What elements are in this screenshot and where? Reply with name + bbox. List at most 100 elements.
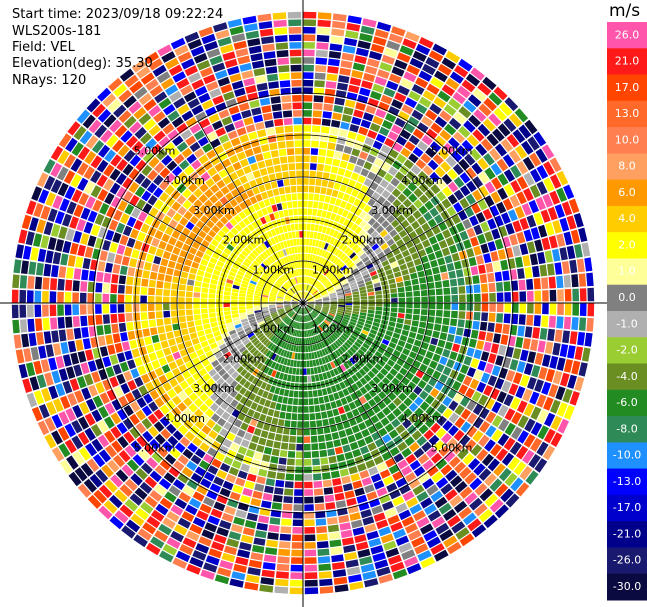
velocity-gate <box>134 186 146 198</box>
velocity-gate <box>77 146 90 161</box>
velocity-gate <box>181 147 193 159</box>
velocity-gate <box>140 462 153 475</box>
velocity-gate <box>358 126 369 136</box>
velocity-gate <box>421 115 433 127</box>
velocity-gate <box>154 162 165 174</box>
colorbar-tick-label: 26.0 <box>615 28 640 41</box>
velocity-gate <box>91 438 104 452</box>
velocity-gate <box>307 304 314 308</box>
velocity-gate <box>229 329 237 336</box>
velocity-gate <box>182 448 194 460</box>
velocity-gate <box>354 182 363 191</box>
velocity-gate <box>186 153 197 164</box>
velocity-gate <box>314 295 321 299</box>
velocity-gate <box>258 354 265 362</box>
velocity-gate <box>357 279 365 285</box>
velocity-gate <box>291 193 297 201</box>
velocity-gate <box>394 171 405 181</box>
velocity-gate <box>384 507 397 518</box>
velocity-gate <box>339 346 347 353</box>
velocity-gate <box>292 304 299 308</box>
velocity-gate <box>314 496 324 504</box>
azimuth-spoke <box>197 120 304 304</box>
velocity-gate <box>277 251 283 259</box>
velocity-gate <box>296 293 301 299</box>
velocity-gate <box>374 234 382 243</box>
velocity-gate <box>395 322 403 329</box>
velocity-gate <box>313 351 318 359</box>
velocity-gate <box>240 336 249 343</box>
velocity-gate <box>99 484 113 499</box>
velocity-gate <box>291 300 299 303</box>
velocity-gate <box>63 170 76 184</box>
velocity-gate <box>368 217 376 226</box>
velocity-gate <box>266 280 274 286</box>
velocity-gate <box>511 291 519 302</box>
velocity-gate <box>420 556 436 569</box>
velocity-gate <box>422 262 431 270</box>
velocity-gate <box>279 156 288 164</box>
velocity-gate <box>96 174 108 188</box>
velocity-gate <box>239 387 247 395</box>
velocity-gate <box>172 71 186 83</box>
velocity-gate <box>311 278 315 285</box>
velocity-gate <box>252 146 262 155</box>
velocity-gate <box>301 308 303 315</box>
velocity-gate <box>334 492 345 501</box>
velocity-gate <box>345 300 353 303</box>
velocity-gate <box>263 338 270 346</box>
colorbar-tick-label: -4.0 <box>616 370 637 383</box>
velocity-gate <box>401 269 409 276</box>
velocity-gate <box>117 408 128 421</box>
velocity-gate <box>491 365 501 377</box>
velocity-gate <box>105 366 115 378</box>
velocity-gate <box>306 284 309 291</box>
velocity-gate <box>313 488 324 496</box>
velocity-gate <box>323 234 329 242</box>
velocity-gate <box>355 351 363 359</box>
velocity-gate <box>259 234 267 242</box>
velocity-gate <box>214 69 228 80</box>
velocity-gate <box>391 124 403 135</box>
velocity-gate <box>121 256 130 266</box>
velocity-gate <box>395 424 406 434</box>
velocity-gate <box>93 489 107 504</box>
velocity-gate <box>317 326 322 333</box>
velocity-gate <box>535 148 548 163</box>
velocity-gate <box>293 360 297 367</box>
velocity-gate <box>362 232 370 241</box>
velocity-gate <box>251 337 258 344</box>
velocity-gate <box>349 241 356 249</box>
velocity-gate <box>330 299 338 302</box>
colorbar-band <box>607 179 647 207</box>
velocity-gate <box>50 179 62 194</box>
velocity-gate <box>308 303 315 305</box>
velocity-gate <box>284 420 291 428</box>
velocity-gate <box>332 158 341 167</box>
velocity-gate <box>84 413 96 426</box>
velocity-gate <box>256 476 266 485</box>
velocity-gate <box>321 118 331 127</box>
velocity-gate <box>470 358 480 369</box>
velocity-gate <box>292 304 299 308</box>
velocity-gate <box>463 239 472 249</box>
velocity-gate <box>523 363 534 376</box>
velocity-gate <box>262 251 269 258</box>
velocity-gate <box>383 350 392 359</box>
velocity-gate <box>139 132 152 145</box>
velocity-gate <box>217 36 232 47</box>
velocity-gate <box>177 171 188 182</box>
velocity-gate <box>159 550 174 563</box>
velocity-gate <box>322 372 328 380</box>
velocity-gate <box>95 314 103 325</box>
velocity-gate <box>170 504 184 516</box>
velocity-gate <box>330 305 337 309</box>
velocity-gate <box>116 373 126 385</box>
velocity-gate <box>389 229 398 238</box>
velocity-gate <box>240 422 249 431</box>
velocity-gate <box>418 96 432 108</box>
velocity-gate <box>325 252 332 260</box>
velocity-gate <box>404 523 418 534</box>
velocity-gate <box>515 145 528 159</box>
velocity-gate <box>240 286 247 291</box>
